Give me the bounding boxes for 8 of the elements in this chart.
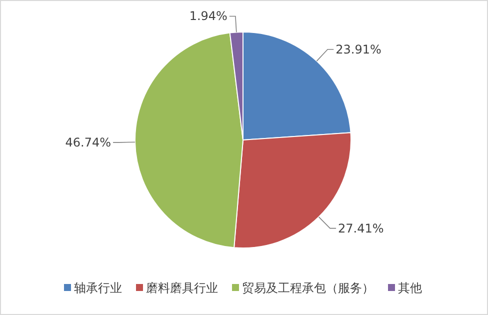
data-label: 27.41% (338, 221, 384, 236)
data-label: 46.74% (65, 135, 112, 150)
data-label: 1.94% (189, 9, 228, 24)
legend-label: 其他 (398, 281, 422, 295)
legend-label: 轴承行业 (74, 281, 122, 295)
legend-label: 贸易及工程承包（服务） (242, 281, 374, 295)
legend-label: 磨料磨具行业 (146, 281, 218, 295)
data-label: 23.91% (336, 42, 382, 56)
